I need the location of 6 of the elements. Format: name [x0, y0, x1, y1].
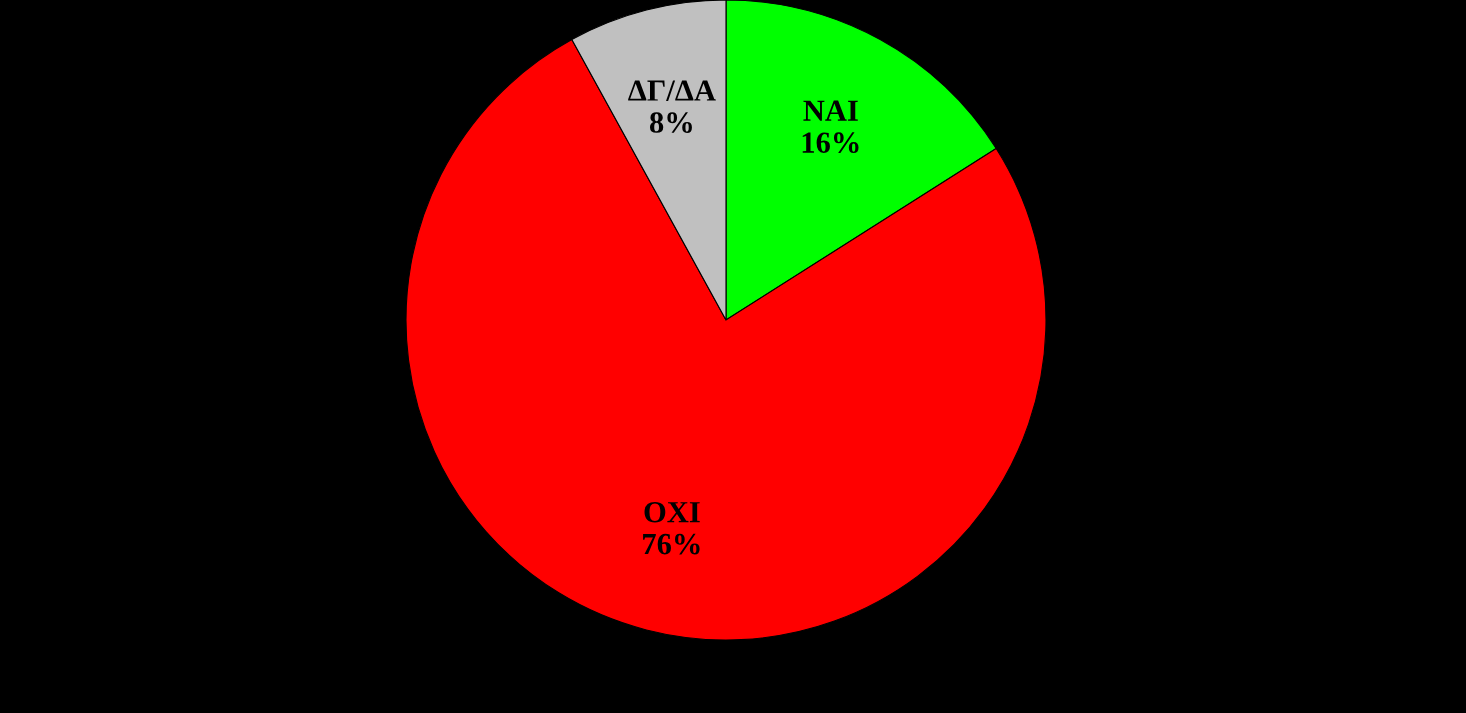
slice-label: OXI — [644, 501, 700, 523]
data-label: 16% — [802, 132, 859, 154]
data-label: 8% — [649, 112, 692, 133]
slice-label: ΔΓ/ΔΑ — [628, 80, 716, 101]
data-label: 76% — [643, 533, 700, 555]
slice-label: NAI — [803, 100, 858, 121]
